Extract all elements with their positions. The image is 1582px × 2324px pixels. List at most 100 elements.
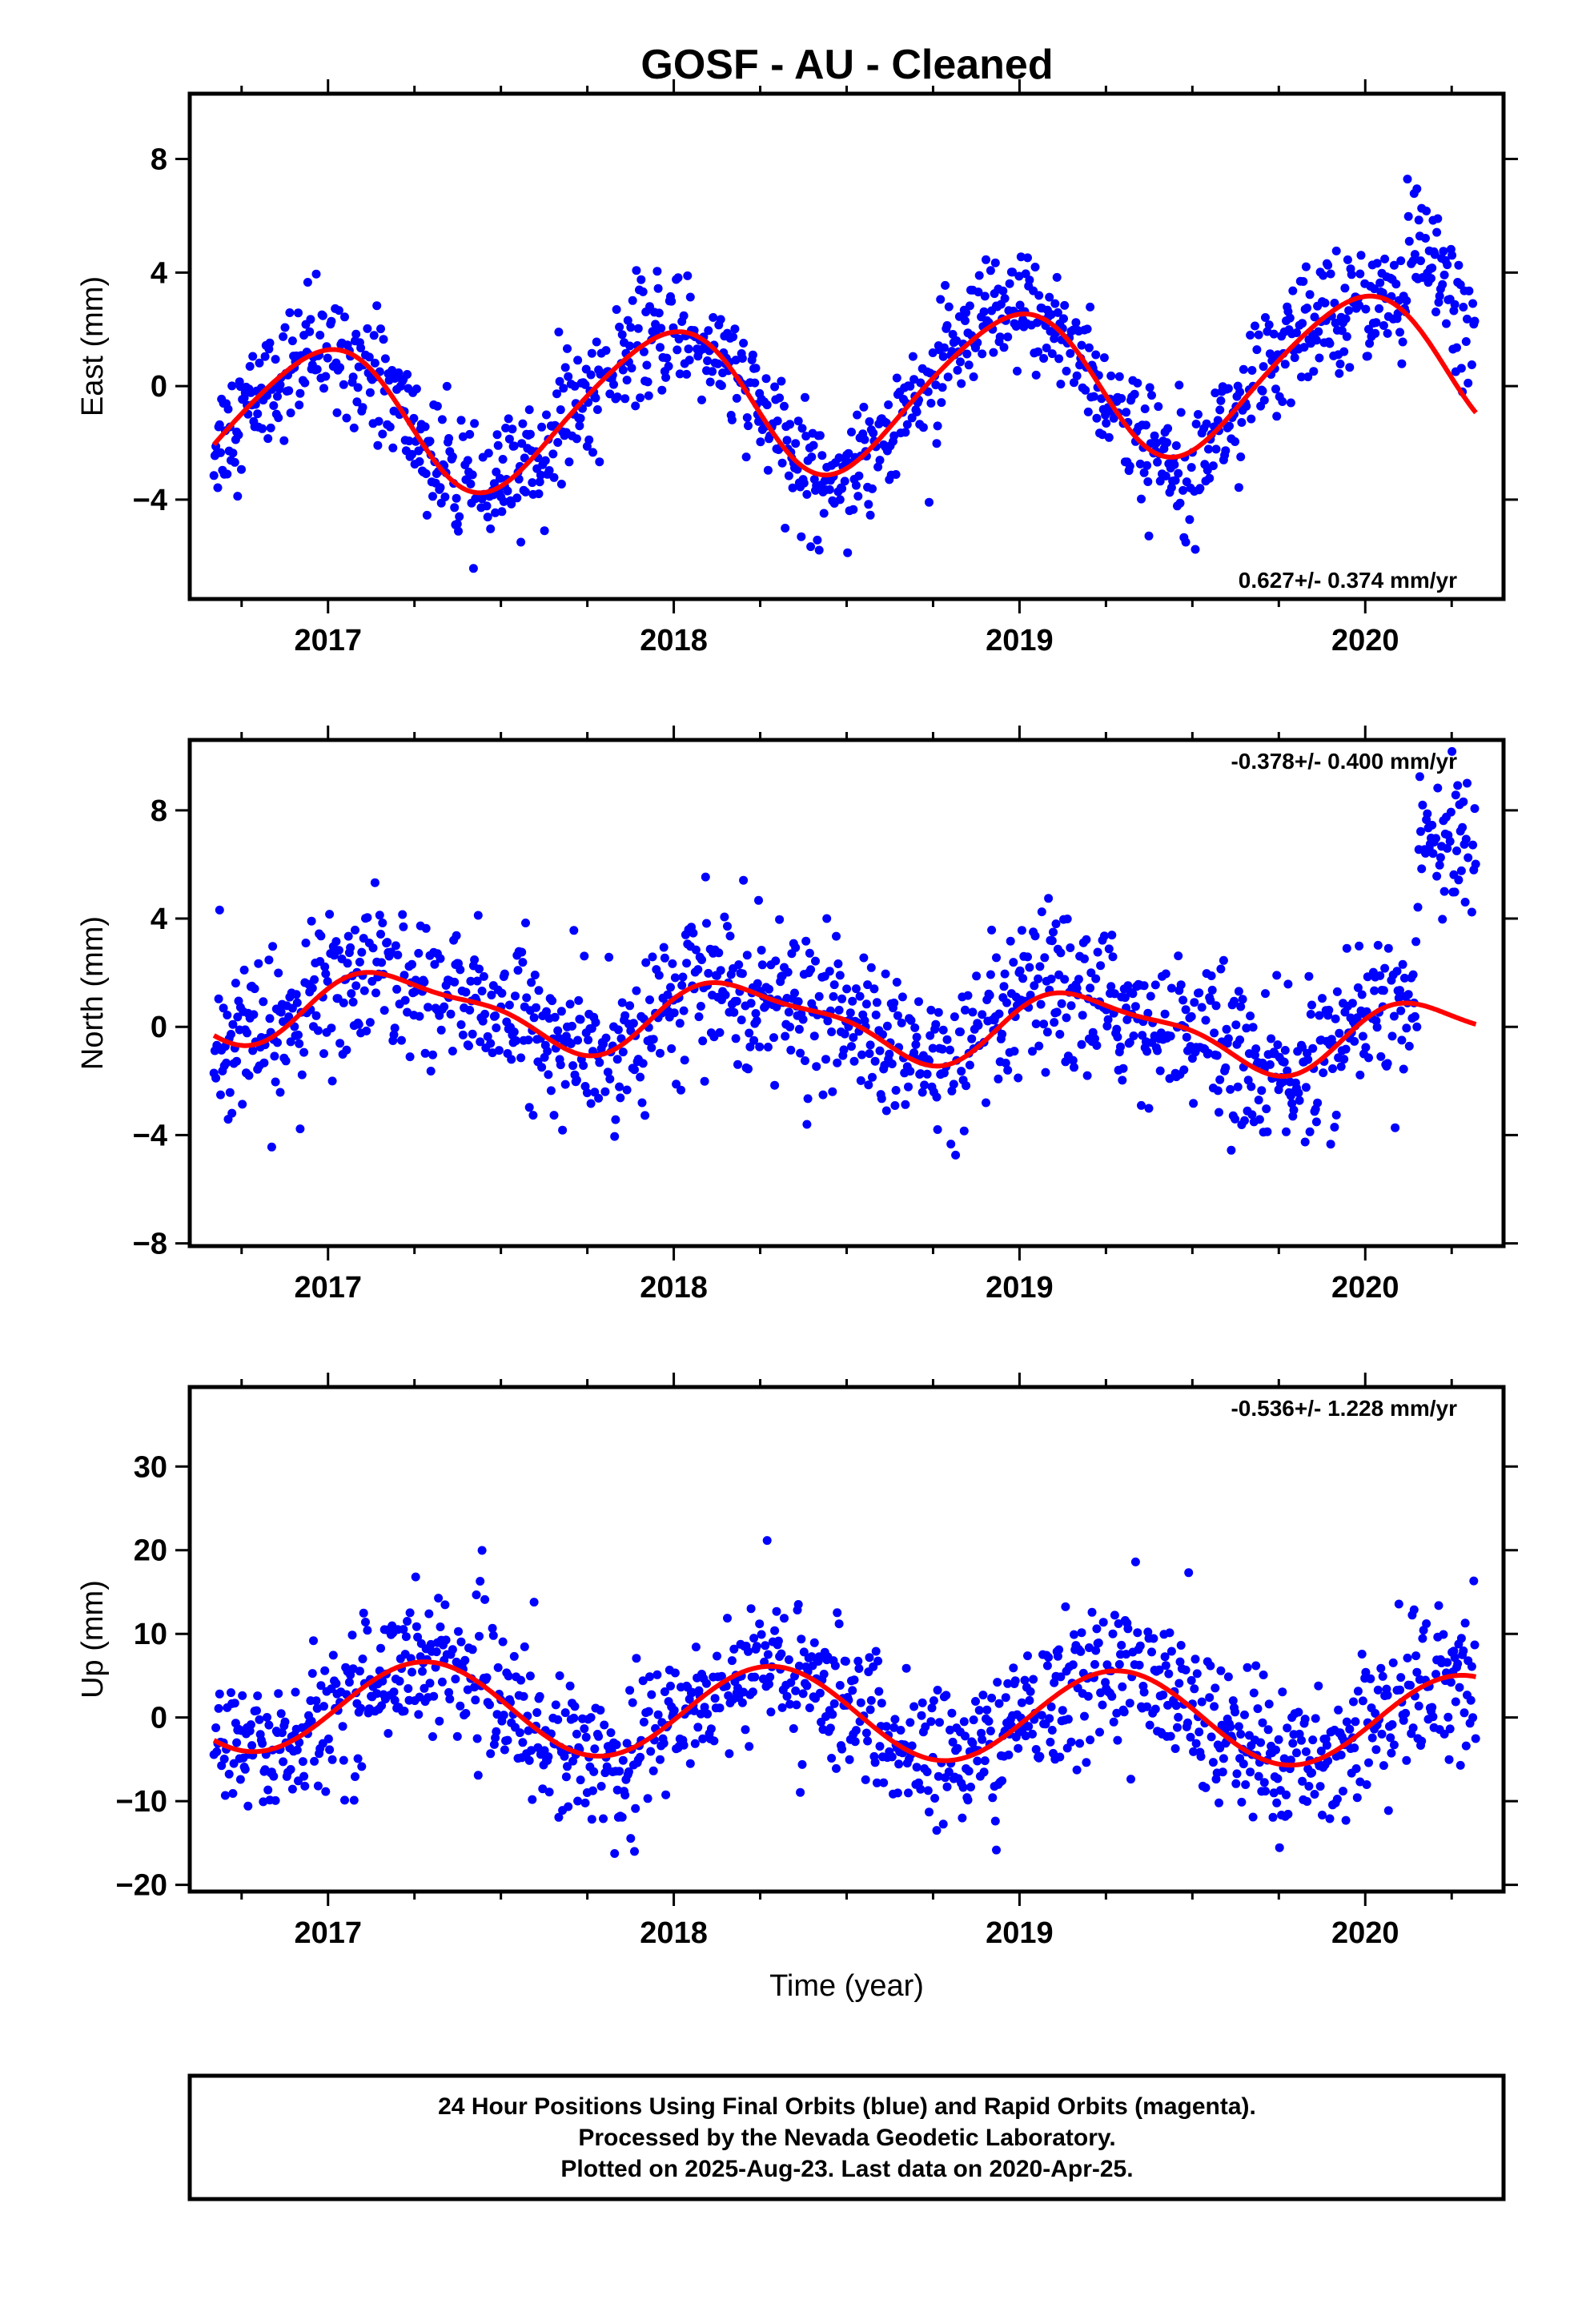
east-point (1211, 444, 1221, 454)
up-point (1471, 1734, 1480, 1743)
north-point (947, 1086, 957, 1096)
north-point (889, 998, 899, 1007)
up-point (1358, 1696, 1367, 1706)
up-point (1352, 1793, 1362, 1803)
up-point (499, 1711, 508, 1720)
up-point (525, 1671, 535, 1681)
up-point (554, 1812, 564, 1822)
east-point (1269, 329, 1279, 339)
east-point (295, 400, 304, 410)
east-point (1070, 378, 1078, 388)
up-point (893, 1788, 902, 1798)
up-point (1342, 1717, 1351, 1727)
north-point (897, 992, 907, 1002)
up-point (1017, 1698, 1026, 1707)
east-point (332, 408, 342, 417)
east-point (709, 312, 718, 322)
up-point (610, 1849, 620, 1858)
up-point (1341, 1815, 1351, 1825)
east-point (509, 441, 519, 451)
east-point (673, 273, 683, 283)
up-point (1366, 1674, 1375, 1683)
up-point (710, 1694, 720, 1703)
north-point (734, 960, 744, 970)
north-point (1050, 1018, 1059, 1027)
up-point (361, 1618, 370, 1626)
up-point (291, 1687, 300, 1697)
up-point (1035, 1751, 1045, 1761)
east-point (644, 391, 653, 400)
east-point (1280, 360, 1290, 369)
up-point (1087, 1607, 1097, 1617)
north-point (1080, 954, 1089, 963)
north-point (1212, 1051, 1222, 1060)
east-point (854, 471, 864, 480)
east-point (932, 439, 942, 448)
up-point (786, 1678, 796, 1687)
up-point (1061, 1602, 1070, 1611)
up-point (909, 1702, 919, 1711)
up-point (1367, 1733, 1377, 1743)
east-point (356, 344, 366, 352)
up-point (307, 1669, 317, 1679)
north-point (809, 1031, 819, 1041)
east-point (679, 311, 689, 320)
east-point (1140, 404, 1150, 413)
up-point (1215, 1798, 1223, 1807)
up-point (646, 1747, 656, 1756)
up-point (763, 1650, 773, 1659)
east-point (697, 395, 706, 404)
east-point (999, 343, 1009, 352)
north-point (1014, 1073, 1023, 1083)
up-point (316, 1681, 326, 1691)
east-point (1331, 318, 1340, 328)
up-point (389, 1687, 399, 1697)
east-point (1163, 424, 1173, 433)
east-point (404, 436, 414, 446)
east-point (1337, 326, 1347, 336)
north-point (1160, 1009, 1170, 1019)
north-point (870, 1056, 880, 1066)
north-point (244, 1071, 254, 1080)
east-point (484, 448, 493, 458)
up-point (263, 1785, 273, 1795)
north-point (814, 991, 824, 1001)
north-point (1161, 969, 1170, 979)
up-point (219, 1755, 229, 1763)
north-point (904, 1082, 913, 1092)
east-point (1053, 308, 1062, 317)
north-point (410, 987, 420, 996)
north-point (1301, 1083, 1311, 1092)
up-point (363, 1626, 372, 1635)
north-point (1037, 907, 1046, 917)
up-point (830, 1661, 840, 1671)
north-point (1396, 1006, 1406, 1015)
up-point (1095, 1727, 1104, 1737)
north-point (414, 948, 424, 958)
up-point (1349, 1697, 1358, 1707)
east-point (923, 387, 933, 396)
east-point (1443, 260, 1452, 270)
north-point (343, 931, 353, 941)
east-point (626, 323, 636, 332)
east-point (684, 344, 693, 354)
up-point (600, 1720, 609, 1730)
up-point (1469, 1576, 1479, 1586)
up-point (1042, 1661, 1052, 1671)
east-point (1372, 259, 1382, 268)
east-point (1410, 250, 1419, 259)
north-point (389, 1030, 399, 1039)
east-point (498, 455, 508, 464)
up-point (1261, 1787, 1270, 1796)
up-point (1345, 1724, 1355, 1734)
east-point (1309, 367, 1319, 376)
up-point (378, 1676, 387, 1686)
east-point (255, 358, 264, 368)
north-point (622, 1085, 632, 1095)
north-point (281, 1056, 291, 1066)
east-point (394, 368, 404, 377)
east-point (1251, 321, 1259, 331)
east-point (552, 389, 561, 399)
north-point (347, 989, 356, 999)
